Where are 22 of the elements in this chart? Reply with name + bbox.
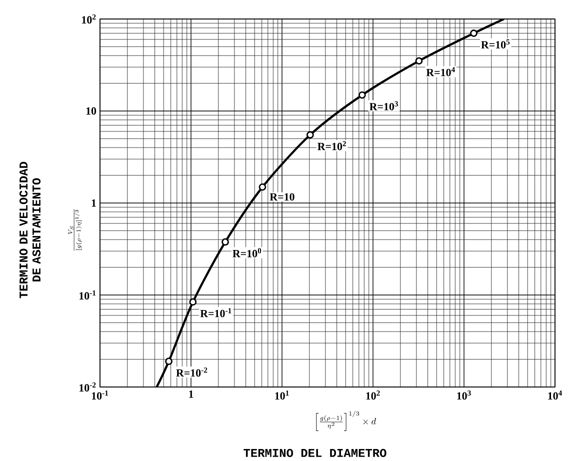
y-tick-label: 10 bbox=[86, 107, 96, 115]
x-tick-label: 10$^{4}$ bbox=[548, 390, 562, 400]
text: $\left[\frac{g(\rho-1)}{\eta^{2}}\right]^{1/3}\times d$ bbox=[316, 411, 376, 431]
annotation: R=10$^{2}$ bbox=[318, 141, 346, 150]
annotation: R=10 bbox=[270, 193, 294, 201]
x-tick-label: 10$^{3}$ bbox=[457, 390, 471, 400]
x-tick-label: 10$^{2}$ bbox=[366, 390, 380, 400]
annotation: R=10$^{0}$ bbox=[232, 248, 262, 258]
annotation: R=10$^{3}$ bbox=[370, 101, 398, 110]
x-tick-label: 10$^{1}$ bbox=[275, 390, 289, 400]
annotation: R=10$^{-1}$ bbox=[200, 308, 232, 318]
x-tick-label: 1 bbox=[189, 390, 194, 398]
y-tick-label: 10$^{-1}$ bbox=[80, 290, 96, 300]
annotation: R=10$^{4}$ bbox=[426, 67, 455, 76]
annotation: R=10$^{5}$ bbox=[481, 39, 510, 49]
y-tick-label: 10$^{2}$ bbox=[82, 14, 96, 24]
y-tick-label: 10$^{-2}$ bbox=[80, 382, 96, 392]
annotation: R=10$^{-2}$ bbox=[176, 368, 208, 377]
text: $\frac{V_S}{\left[g(\rho-1)\eta\right]^{1/3}}$ bbox=[68, 209, 82, 251]
x-axis-title: TERMINO DEL DIAMETRO bbox=[244, 448, 386, 458]
y-tick-label: 1 bbox=[92, 199, 96, 207]
y-axis-title: TERMINO DE VELOCIDAD DE ASENTAMIENTO bbox=[19, 162, 41, 298]
